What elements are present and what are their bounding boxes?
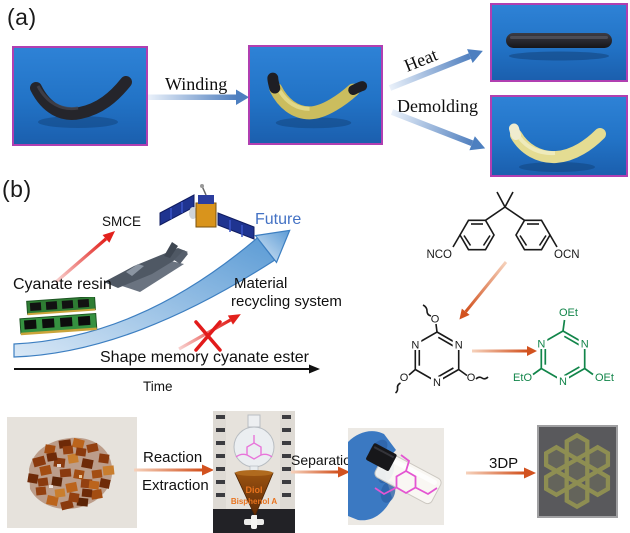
demolding-arrow: [390, 109, 486, 151]
reaction-extraction-arrow: [134, 464, 214, 476]
time-axis: [14, 364, 320, 374]
triazine-o-label: O: [400, 372, 409, 384]
material-recycling-line2: recycling system: [231, 293, 342, 310]
bent-black-tube-art: [30, 76, 132, 128]
ocn-label: OCN: [554, 249, 580, 261]
eto-left-label: EtO: [513, 372, 532, 384]
diol-label: Diol: [246, 485, 263, 495]
separatory-funnel-photo: Diol Bisphenol A: [213, 411, 295, 533]
bisphenol-a-label: Bisphenol A: [231, 497, 278, 506]
ethoxy-n-label: N: [537, 339, 545, 351]
vial-structure-overlay: [374, 454, 438, 496]
nco-label: NCO: [426, 249, 452, 261]
oet-top-label: OEt: [559, 307, 578, 319]
reaction-label: Reaction: [143, 449, 203, 466]
vial-cap: [366, 443, 397, 471]
printed-honeycomb-art: [543, 432, 611, 510]
alcoholysis-arrow: [472, 346, 537, 356]
satellite-image: [159, 184, 255, 240]
resin-chips-photo: [7, 417, 137, 528]
funnel-structure-overlay: [235, 435, 273, 460]
panel-b-label: (b): [2, 176, 32, 202]
separation-arrow: [291, 466, 350, 478]
heat-arrow: [388, 49, 483, 91]
cyanate-resin-label: Cyanate resin: [13, 276, 112, 293]
cure-arrow: [459, 261, 508, 320]
resin-chips-art: [27, 437, 115, 511]
time-label: Time: [143, 379, 173, 394]
gloved-hand-vial-photo: [348, 428, 444, 525]
dicyanate-structure: [452, 191, 558, 251]
material-recycling-line1: Material: [234, 275, 288, 292]
shape-memory-label: Shape memory cyanate ester: [100, 349, 309, 366]
demolded-yellow-part-art: [509, 123, 606, 172]
panel-a-label: (a): [7, 4, 37, 30]
winding-arrow: [148, 89, 249, 105]
chemistry-scheme: NCO OCN N N: [395, 191, 614, 394]
demolded-yellow-part-photo: [490, 95, 628, 177]
triazine-n-label: N: [455, 340, 463, 352]
demolding-label: Demolding: [397, 96, 478, 116]
ethoxy-n-label: N: [559, 376, 567, 388]
triazine-o-label: O: [467, 372, 476, 384]
panel-b-annotations: [13, 229, 320, 374]
ethoxy-triazine-structure: N N N OEt EtO OEt: [513, 307, 614, 388]
printed-honeycomb-photo: [537, 425, 618, 518]
threedp-arrow: [466, 467, 536, 479]
smce-label: SMCE: [102, 214, 142, 229]
lab-stand-rails: [216, 415, 291, 497]
wound-yellow-tube-photo: [248, 45, 383, 145]
gloved-hand-vial-art: [348, 431, 442, 521]
oet-right-label: OEt: [595, 372, 614, 384]
winding-label: Winding: [165, 74, 228, 94]
ethoxy-n-label: N: [581, 339, 589, 351]
triazine-n-label: N: [411, 340, 419, 352]
smce-red-arrow: [54, 231, 116, 284]
red-x-mark: [194, 320, 222, 352]
separatory-funnel-art: Diol Bisphenol A: [213, 411, 295, 533]
separation-label: Separation: [291, 452, 359, 468]
bent-black-tube-photo: [12, 46, 148, 146]
triazine-n-label: N: [433, 377, 441, 389]
triazine-network-structure: N N N O O O: [395, 304, 489, 394]
wound-yellow-tube-art: [267, 72, 368, 129]
future-label: Future: [255, 211, 302, 228]
fighter-jet-image: [104, 242, 188, 292]
triazine-o-label: O: [431, 314, 440, 326]
straight-black-rod-art: [506, 33, 612, 61]
future-swoosh-arrow: [13, 229, 291, 358]
extraction-label: Extraction: [142, 477, 209, 494]
threedp-label: 3DP: [489, 455, 519, 472]
ram-modules-image: [19, 297, 98, 336]
straight-black-rod-photo: [490, 3, 628, 82]
